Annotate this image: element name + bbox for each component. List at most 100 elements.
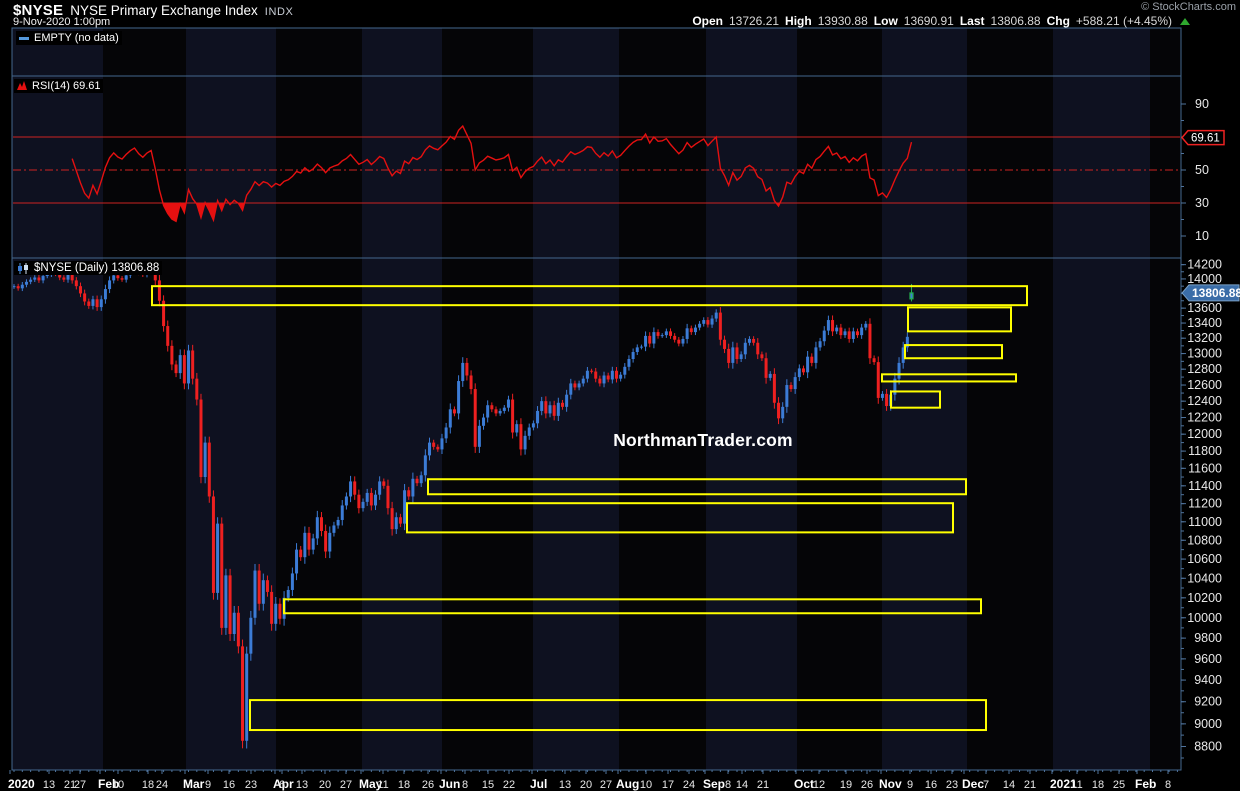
candle-body <box>515 424 519 433</box>
candle-body <box>585 370 589 379</box>
candle-body <box>822 330 826 342</box>
time-axis-label: 13 <box>559 779 571 791</box>
candle-body <box>577 383 581 388</box>
candle-body <box>855 331 859 336</box>
candle-body <box>660 335 664 337</box>
support-resistance-zone <box>151 285 1028 307</box>
candle-body <box>112 275 116 281</box>
rsi-value-tag-value: 69.61 <box>1191 133 1220 145</box>
time-axis-label: Mar <box>183 777 205 791</box>
support-resistance-zone <box>881 373 1017 383</box>
price-axis-label: 12400 <box>1187 394 1222 408</box>
legend-rsi[interactable]: RSI(14) 69.61 <box>14 79 104 93</box>
candle-body <box>635 347 639 353</box>
candle-body <box>777 402 781 419</box>
candle-body <box>685 328 689 339</box>
candle-body <box>735 347 739 360</box>
candle-body <box>386 485 390 509</box>
candle-body <box>245 653 249 741</box>
time-axis-label: Oct <box>794 777 814 791</box>
time-axis-label: 14 <box>1003 779 1015 791</box>
candle-body <box>120 278 124 280</box>
candle-body <box>743 342 747 355</box>
candle-body <box>162 300 166 327</box>
price-axis-label: 12000 <box>1187 427 1222 441</box>
candle-body <box>714 312 718 319</box>
time-axis-label: 11 <box>377 779 388 791</box>
candle-body <box>319 517 323 531</box>
candle-body <box>652 332 656 344</box>
last-value: 13806.88 <box>990 14 1041 28</box>
price-axis-label: 12800 <box>1187 362 1222 376</box>
candle-body <box>826 320 830 331</box>
candle-body <box>594 371 598 379</box>
chg-label: Chg <box>1046 14 1070 28</box>
candle-body <box>756 342 760 355</box>
candle-body <box>278 603 282 619</box>
candle-body <box>58 273 62 278</box>
candle-body <box>415 478 419 484</box>
candle-body <box>236 612 240 647</box>
candle-body <box>843 331 847 336</box>
support-resistance-zone <box>904 344 1003 360</box>
time-axis-label: 17 <box>662 779 674 791</box>
high-value: 13930.88 <box>817 14 868 28</box>
candle-body <box>307 532 311 550</box>
candle-body <box>747 338 751 343</box>
candle-body <box>349 481 353 497</box>
last-price-tag-shape <box>1181 284 1240 302</box>
candle-body <box>602 375 606 384</box>
time-axis-label: 23 <box>245 779 257 791</box>
price-axis-label: 13400 <box>1187 316 1222 330</box>
candle-body <box>249 617 253 654</box>
month-band <box>967 28 1053 770</box>
candle-body <box>639 346 643 348</box>
time-axis-label: 25 <box>1113 779 1125 791</box>
month-band <box>362 28 442 770</box>
candle-body <box>793 377 797 390</box>
candle-body <box>13 286 16 288</box>
candle-body <box>698 323 702 328</box>
candle-body <box>62 277 66 280</box>
candle-body <box>872 358 876 363</box>
time-axis-label: 2021 <box>1050 777 1077 791</box>
candle-body <box>465 362 469 376</box>
legend-empty[interactable]: EMPTY (no data) <box>16 31 122 45</box>
month-bands <box>12 28 1181 770</box>
candle-body <box>311 538 315 550</box>
candle-body <box>191 350 195 379</box>
price-axis-label: 9600 <box>1194 652 1222 666</box>
price-axis-label: 11600 <box>1188 461 1222 475</box>
price-panel-frame <box>11 257 1182 771</box>
rsi-axis-label: 50 <box>1195 163 1209 177</box>
candle-body <box>336 519 340 526</box>
candle-body <box>831 320 835 332</box>
candle-body <box>606 375 610 380</box>
price-axis-label: 9800 <box>1194 631 1222 645</box>
candle-body <box>644 335 648 347</box>
candle-body <box>407 490 411 497</box>
candle-body <box>544 401 548 414</box>
legend-price[interactable]: $NYSE (Daily) 13806.88 <box>14 261 163 275</box>
candle-body <box>531 423 535 428</box>
candle-body <box>519 424 523 450</box>
time-axis-label: 20 <box>319 779 331 791</box>
candle-body <box>797 368 801 378</box>
time-axis-label: 26 <box>861 779 873 791</box>
candle-body <box>768 373 772 378</box>
candle-body <box>677 339 681 344</box>
candle-body <box>610 370 614 380</box>
time-axis-label: 18 <box>1092 779 1104 791</box>
low-label: Low <box>873 14 898 28</box>
time-axis-label: 24 <box>683 779 695 791</box>
quote-datetime: 9-Nov-2020 1:00pm <box>13 16 111 28</box>
price-axis-label: 10600 <box>1187 552 1222 566</box>
month-band <box>103 28 186 770</box>
candle-body <box>270 591 274 624</box>
candle-body <box>623 366 627 375</box>
candle-body <box>124 275 128 280</box>
candle-body <box>614 370 618 379</box>
time-axis-label: 7 <box>983 779 989 791</box>
candle-body <box>540 401 544 411</box>
